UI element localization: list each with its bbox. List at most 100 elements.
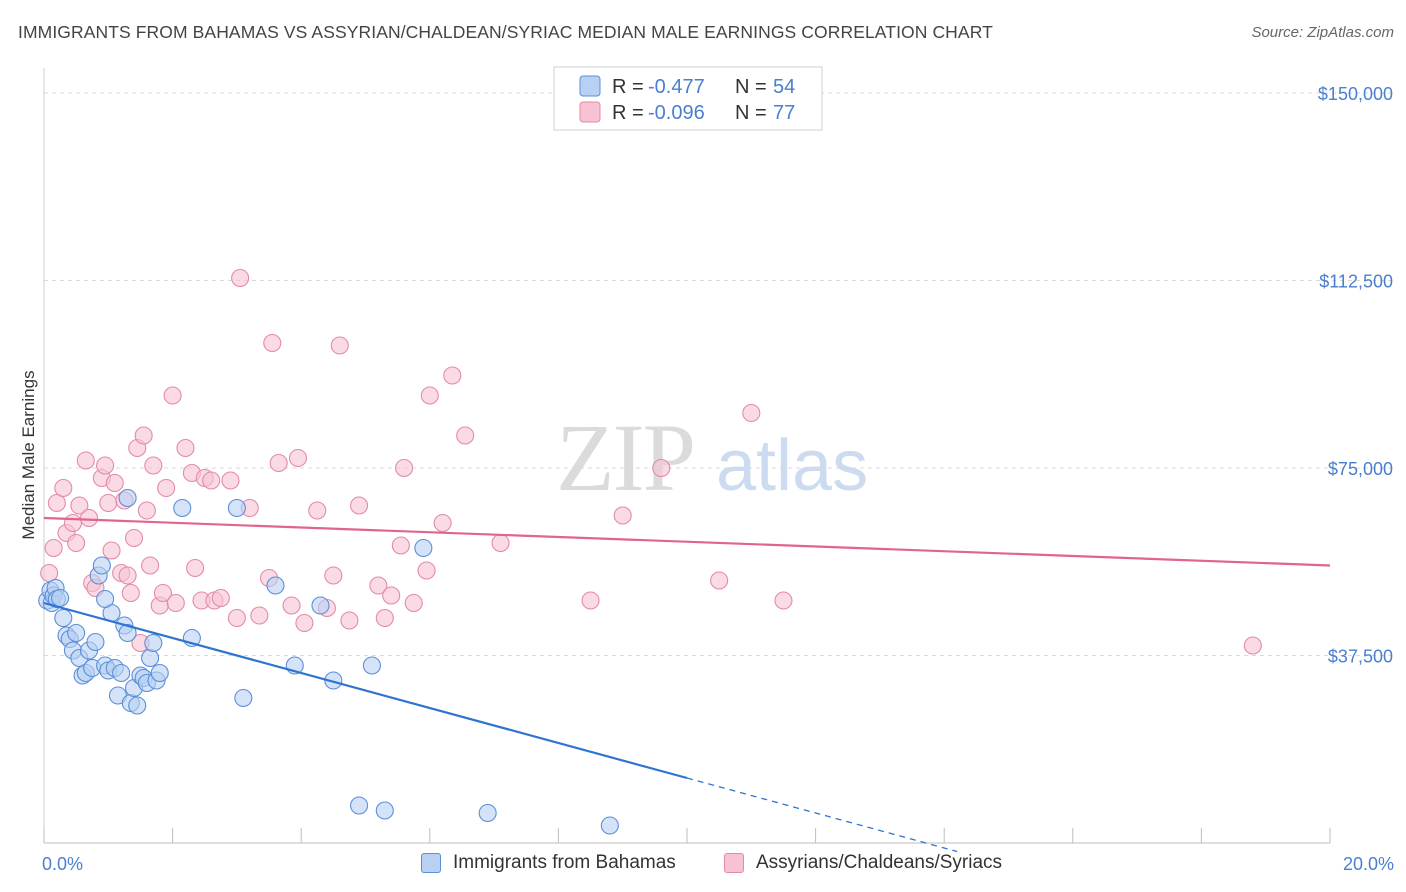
assyrians-point <box>134 426 153 445</box>
bahamas-point <box>54 608 73 628</box>
assyrians-point <box>63 513 82 533</box>
assyrians-point <box>330 336 349 355</box>
assyrians-point <box>54 478 73 498</box>
assyrians-point <box>231 268 250 288</box>
legend-item-assyrians[interactable]: Assyrians/Chaldeans/Syriacs <box>724 852 1002 874</box>
bahamas-point <box>51 588 70 608</box>
watermark-atlas: atlas <box>716 426 868 506</box>
bahamas-point <box>144 633 163 653</box>
assyrians-point <box>105 473 124 493</box>
assyrians-point <box>443 366 462 385</box>
assyrians-point <box>250 606 269 625</box>
chart-title: IMMIGRANTS FROM BAHAMAS VS ASSYRIAN/CHAL… <box>18 22 993 42</box>
watermark: ZIP atlas <box>556 404 868 511</box>
bahamas-point <box>86 632 105 652</box>
legend-r-label: R = <box>612 102 644 124</box>
assyrians-point <box>308 501 327 520</box>
assyrians-point <box>102 541 121 560</box>
bahamas-point <box>150 663 169 683</box>
assyrians-point <box>774 591 793 610</box>
bahamas-point <box>266 576 285 595</box>
bahamas-point <box>128 696 147 715</box>
assyrians-point <box>44 538 63 558</box>
assyrians-point <box>742 403 761 423</box>
assyrians-point <box>121 583 140 603</box>
assyrians-trend-line <box>43 516 1331 567</box>
bahamas-point <box>118 488 137 508</box>
assyrians-point <box>153 583 173 603</box>
assyrians-point <box>269 453 288 473</box>
legend-n-value: 77 <box>773 102 795 124</box>
assyrians-point <box>211 588 230 608</box>
assyrians-point <box>202 471 221 490</box>
assyrians-point <box>79 508 99 528</box>
legend-r-value: -0.096 <box>648 102 705 124</box>
assyrians-point <box>417 561 436 580</box>
assyrians-point <box>76 451 95 470</box>
assyrians-point <box>382 586 401 605</box>
assyrians-point <box>295 613 314 633</box>
assyrians-point <box>369 576 388 595</box>
assyrians-point <box>163 386 182 405</box>
trend-lines <box>43 516 1331 853</box>
y-axis-title: Median Male Earnings <box>19 370 38 539</box>
bahamas-point <box>96 589 115 609</box>
bahamas-point <box>600 816 619 835</box>
assyrians-point <box>282 596 301 615</box>
x-tick-label: 0.0% <box>42 854 83 874</box>
bahamas-point <box>234 688 253 708</box>
bahamas-point <box>173 498 192 518</box>
legend-swatch-pink <box>579 101 601 123</box>
series-bahamas-points <box>38 488 619 835</box>
legend-r-label: R = <box>612 76 644 98</box>
source-credit: Source: ZipAtlas.com <box>1251 24 1394 41</box>
assyrians-point <box>395 458 414 478</box>
watermark-zip: ZIP <box>556 404 694 511</box>
x-tick-label: 20.0% <box>1343 854 1394 874</box>
assyrians-point <box>96 456 115 475</box>
assyrians-point <box>652 458 671 478</box>
assyrians-point <box>581 591 600 610</box>
assyrians-point <box>340 611 359 630</box>
assyrians-point <box>70 496 89 515</box>
assyrians-point <box>391 536 410 555</box>
assyrians-point <box>124 528 144 548</box>
gridlines <box>44 92 1395 656</box>
bahamas-trend-extension <box>686 777 958 853</box>
assyrians-point <box>710 571 729 590</box>
legend-swatch-pink <box>724 853 744 873</box>
bahamas-point <box>92 556 111 575</box>
legend-r-value: -0.477 <box>648 76 705 98</box>
assyrians-point <box>350 496 369 515</box>
bahamas-point <box>478 803 497 823</box>
assyrians-point <box>375 608 394 628</box>
axes <box>43 68 1331 844</box>
assyrians-point <box>40 563 59 583</box>
assyrians-point <box>404 593 423 613</box>
assyrians-point <box>67 533 86 553</box>
assyrians-point <box>221 471 240 490</box>
bahamas-trend-line <box>43 601 688 780</box>
legend-n-value: 54 <box>773 76 795 98</box>
assyrians-point <box>263 333 282 353</box>
y-tick-label: $37,500 <box>1328 647 1393 667</box>
bahamas-point <box>350 796 369 815</box>
bahamas-point <box>118 623 137 643</box>
bahamas-point <box>141 648 160 668</box>
x-tick-labels: 0.0% 20.0% <box>42 854 1394 874</box>
legend-label-bahamas: Immigrants from Bahamas <box>453 852 676 873</box>
assyrians-point <box>118 566 137 585</box>
assyrians-point <box>288 448 308 468</box>
legend-label-assyrians: Assyrians/Chaldeans/Syriacs <box>756 852 1003 873</box>
assyrians-point <box>137 501 156 520</box>
y-tick-label: $150,000 <box>1318 84 1393 104</box>
bahamas-point <box>112 663 131 683</box>
assyrians-point <box>1243 636 1262 655</box>
assyrians-point <box>99 493 118 513</box>
assyrians-point <box>456 426 475 445</box>
legend-n-label: N = <box>735 102 767 124</box>
legend-swatch-blue <box>421 853 441 873</box>
bahamas-point <box>375 801 394 820</box>
legend-item-bahamas[interactable]: Immigrants from Bahamas <box>421 852 676 874</box>
